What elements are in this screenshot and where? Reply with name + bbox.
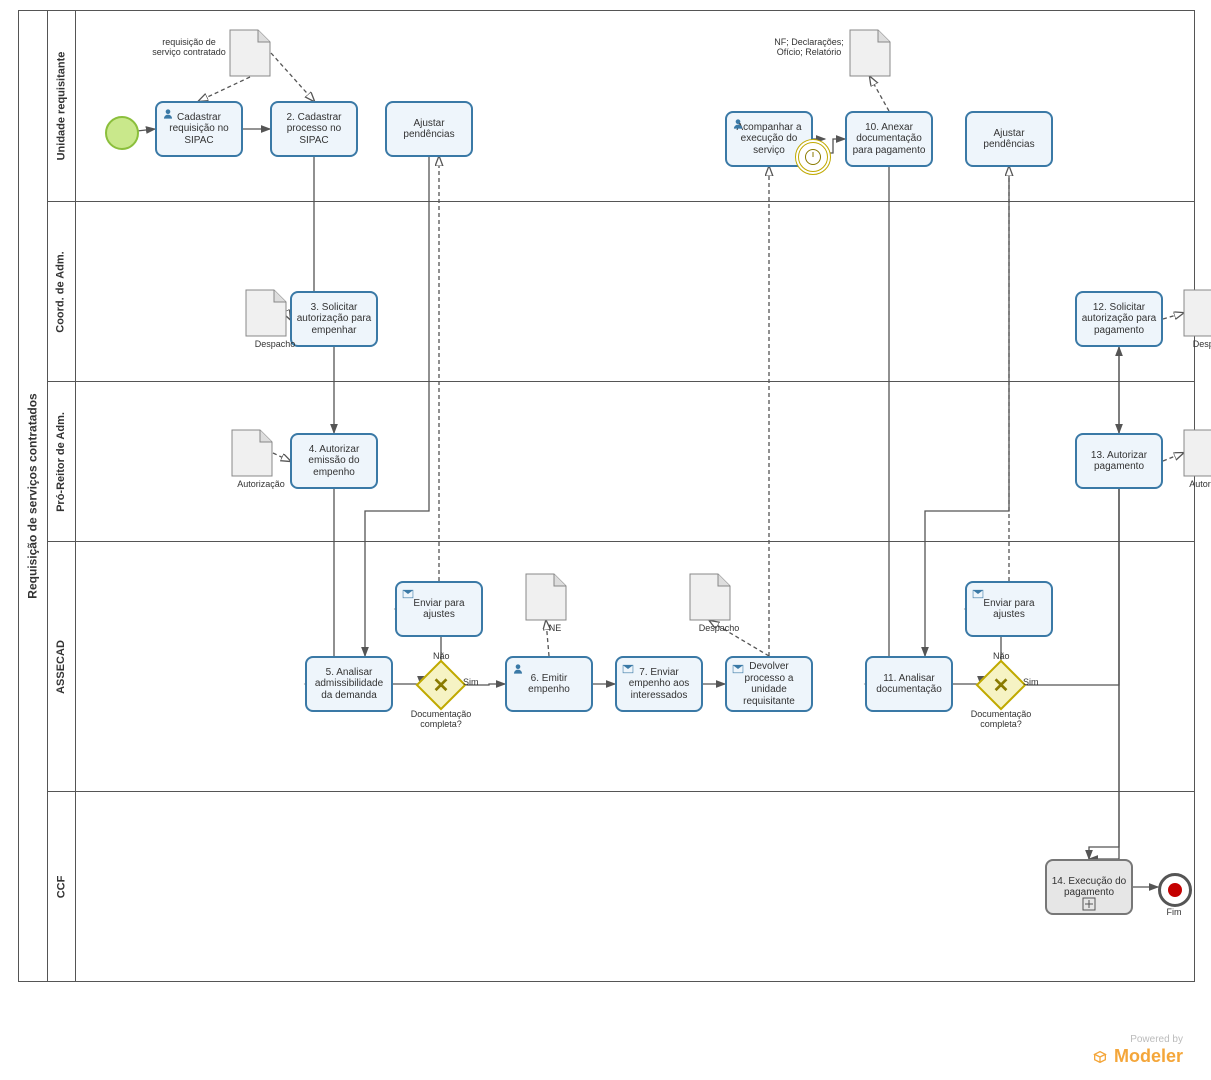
- pool: Requisição de serviços contratados Unida…: [18, 10, 1195, 982]
- gateway-g1: ✕: [423, 667, 459, 703]
- task-t10: 10. Anexar documentação para pagamento: [845, 111, 933, 167]
- document-label: Despacho: [1183, 339, 1211, 349]
- task-t6: 6. Emitir empenho: [505, 656, 593, 712]
- document-label: requisição de serviço contratado: [151, 37, 227, 57]
- user-icon: [161, 107, 175, 121]
- document-d8: [1183, 429, 1211, 477]
- document-label: NE: [525, 623, 585, 633]
- document-d3: [231, 429, 273, 477]
- user-icon: [731, 117, 745, 131]
- task-t2: 2. Cadastrar processo no SIPAC: [270, 101, 358, 157]
- task-t7: 7. Enviar empenho aos interessados: [615, 656, 703, 712]
- task-t12: 12. Solicitar autorização para pagamento: [1075, 291, 1163, 347]
- footer: Powered by Modeler: [1092, 1034, 1183, 1068]
- task-t1: Cadastrar requisição no SIPAC: [155, 101, 243, 157]
- start-event: [105, 116, 139, 150]
- task-t11: 11. Analisar documentação: [865, 656, 953, 712]
- task-label: 10. Anexar documentação para pagamento: [851, 122, 927, 157]
- task-t14: 14. Execução do pagamento: [1045, 859, 1133, 915]
- envelope-icon: [401, 587, 415, 601]
- lane-title: CCF: [47, 792, 76, 982]
- end-event-label: Fim: [1154, 907, 1194, 917]
- task-t5s: Enviar para ajustes: [395, 581, 483, 637]
- document-label: Despacho: [245, 339, 305, 349]
- edge-label: Não: [433, 651, 450, 661]
- document-label: Despacho: [689, 623, 749, 633]
- pool-title: Requisição de serviços contratados: [26, 393, 40, 598]
- task-label: 14. Execução do pagamento: [1051, 876, 1127, 899]
- envelope-icon: [621, 662, 635, 676]
- document-d6: [849, 29, 891, 77]
- document-d2: [245, 289, 287, 337]
- lane-title: ASSECAD: [47, 542, 76, 792]
- lane-title: Pró-Reitor de Adm.: [47, 382, 76, 542]
- task-label: 12. Solicitar autorização para pagamento: [1081, 302, 1157, 337]
- document-d5: [689, 573, 731, 621]
- task-label: Ajustar pendências: [971, 128, 1047, 151]
- task-t13: 13. Autorizar pagamento: [1075, 433, 1163, 489]
- gateway-g2: ✕: [983, 667, 1019, 703]
- document-d7: [1183, 289, 1211, 337]
- end-event: [1158, 873, 1192, 907]
- end-dot-icon: [1168, 883, 1182, 897]
- task-t4: 4. Autorizar emissão do empenho: [290, 433, 378, 489]
- task-t3a: Ajustar pendências: [385, 101, 473, 157]
- task-label: 5. Analisar admissibilidade da demanda: [311, 667, 387, 702]
- brand: Modeler: [1092, 1046, 1183, 1068]
- edge-label: Não: [993, 651, 1010, 661]
- user-icon: [511, 662, 525, 676]
- document-label: NF; Declarações; Ofício; Relatório: [771, 37, 847, 57]
- brand-cube-icon: [1092, 1049, 1108, 1065]
- task-label: Ajustar pendências: [391, 118, 467, 141]
- edge-label: Sim: [1023, 677, 1039, 687]
- document-d4: [525, 573, 567, 621]
- task-label: 2. Cadastrar processo no SIPAC: [276, 112, 352, 147]
- task-label: 11. Analisar documentação: [871, 673, 947, 696]
- task-t10a: Ajustar pendências: [965, 111, 1053, 167]
- pool-title-bar: Requisição de serviços contratados: [19, 11, 48, 981]
- timer-boundary-event: [795, 139, 831, 175]
- task-label: 4. Autorizar emissão do empenho: [296, 444, 372, 479]
- envelope-icon: [971, 587, 985, 601]
- task-label: 3. Solicitar autorização para empenhar: [296, 302, 372, 337]
- powered-by-label: Powered by: [1092, 1034, 1183, 1046]
- task-t8: Devolver processo a unidade requisitante: [725, 656, 813, 712]
- task-t11s: Enviar para ajustes: [965, 581, 1053, 637]
- gateway-label: Documentação completa?: [956, 709, 1046, 729]
- diagram-canvas: Cadastrar requisição no SIPAC 2. Cadastra…: [75, 11, 1211, 981]
- document-label: Autorização: [231, 479, 291, 489]
- subprocess-marker-icon: [1082, 897, 1096, 911]
- envelope-icon: [731, 662, 745, 676]
- document-label: Autorização: [1183, 479, 1211, 489]
- document-d1: [229, 29, 271, 77]
- task-label: 13. Autorizar pagamento: [1081, 450, 1157, 473]
- gateway-label: Documentação completa?: [396, 709, 486, 729]
- lane-title: Coord. de Adm.: [47, 202, 76, 382]
- task-t5: 5. Analisar admissibilidade da demanda: [305, 656, 393, 712]
- brand-label: Modeler: [1114, 1046, 1183, 1068]
- clock-icon: [805, 149, 821, 165]
- edge-label: Sim: [463, 677, 479, 687]
- lane-title: Unidade requisitante: [47, 11, 76, 201]
